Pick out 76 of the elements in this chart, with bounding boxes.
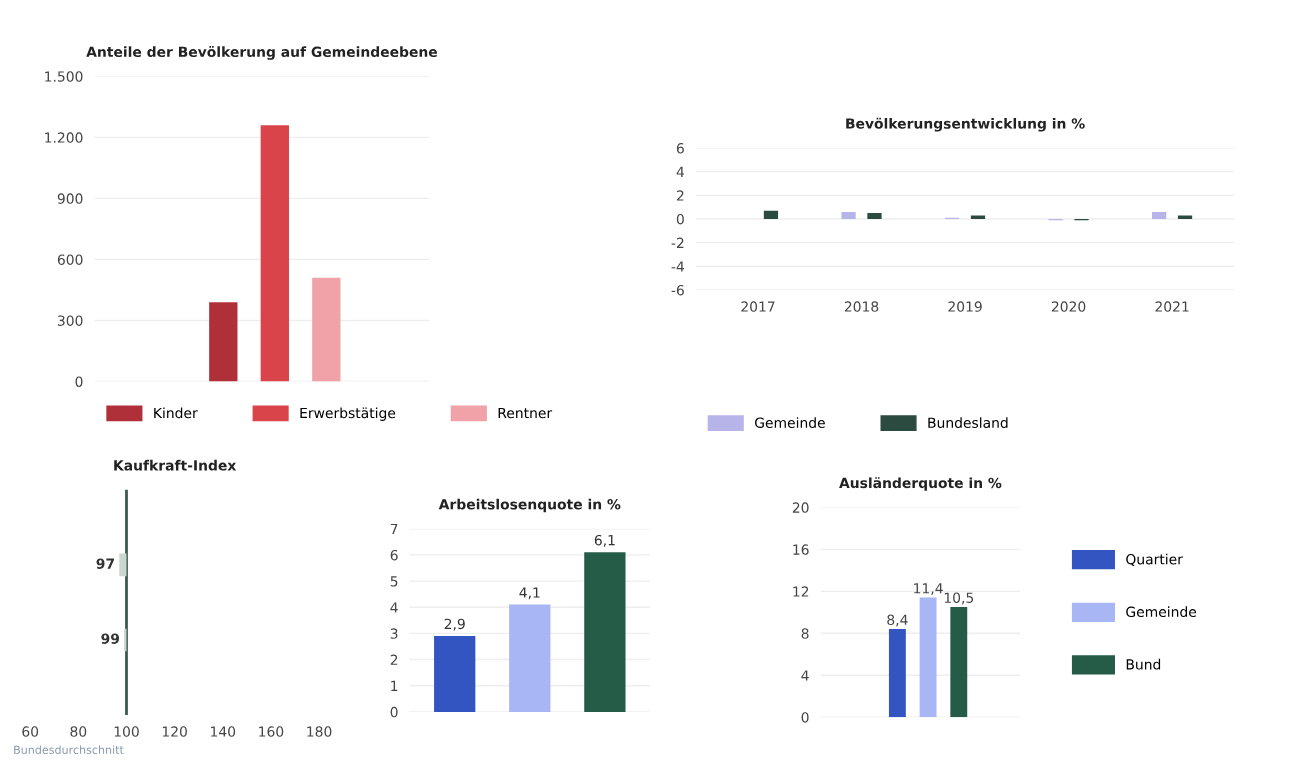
x-tick-label: 2018 [844, 301, 879, 312]
y-tick-label: 1 [391, 680, 398, 691]
y-tick-label: 1.200 [45, 132, 83, 143]
y-tick-label: 4 [801, 670, 809, 681]
bar [209, 302, 238, 382]
legend-label: Rentner [498, 407, 553, 419]
y-tick-label: 6 [676, 142, 684, 154]
bar [841, 211, 856, 219]
legend-label: Quartier [1126, 553, 1183, 567]
y-tick-label: 4 [676, 166, 684, 177]
y-tick-label: 0 [390, 706, 398, 718]
x-tick-label: 80 [70, 726, 87, 737]
y-tick-label: -6 [671, 284, 684, 296]
chart-title: Ausländerquote in % [839, 477, 1002, 491]
legend-label: Bundesland [928, 417, 1008, 428]
y-tick-label: 20 [792, 502, 809, 513]
y-tick-label: 12 [793, 586, 809, 597]
bar [584, 552, 626, 712]
y-tick-label: 16 [793, 544, 809, 555]
x-tick-label: 2019 [948, 301, 982, 312]
x-tick-label: 120 [162, 726, 187, 737]
bar [888, 629, 906, 718]
bar [434, 636, 476, 712]
y-tick-label: 0 [801, 712, 809, 723]
y-tick-label: 8 [801, 628, 809, 639]
bar [867, 213, 882, 219]
x-tick-label: 2020 [1051, 301, 1086, 312]
data-label: 11,4 [914, 583, 943, 595]
x-tick-label: 140 [211, 726, 236, 737]
x-tick-label: 2017 [741, 301, 775, 312]
bar [763, 210, 779, 219]
y-tick-label: 5 [390, 576, 398, 587]
x-tick-label: 60 [22, 726, 39, 737]
data-label: 4,1 [519, 587, 540, 600]
legend-label: Bund [1126, 658, 1161, 670]
bar [509, 604, 551, 712]
legend-label: Kinder [154, 407, 198, 419]
y-tick-label: -2 [671, 237, 684, 248]
bar [919, 597, 937, 718]
data-label: 8,4 [887, 614, 908, 627]
x-tick-label: 160 [259, 726, 284, 737]
bar [950, 607, 968, 718]
chart-title: Kaufkraft-Index [114, 459, 237, 471]
y-tick-label: 3 [390, 628, 398, 639]
y-tick-label: -4 [671, 261, 684, 272]
data-label: 6,1 [594, 534, 615, 547]
x-tick-label: 100 [114, 726, 139, 737]
legend-label: Erwerbstätige [300, 407, 396, 421]
y-tick-label: 7 [390, 523, 398, 535]
y-tick-label: 0 [75, 376, 83, 387]
data-label: 2,9 [444, 618, 465, 631]
y-tick-label: 4 [390, 602, 398, 613]
bar [970, 215, 986, 219]
y-tick-label: 300 [57, 315, 83, 326]
legend-label: Gemeinde [1126, 606, 1197, 618]
x-tick-label: 180 [307, 726, 332, 737]
y-tick-label: 600 [57, 254, 83, 265]
ref-line-label: Bundesdurchschnitt [14, 745, 124, 754]
bar [1177, 215, 1193, 219]
y-tick-label: 2 [676, 190, 684, 201]
bar [260, 125, 289, 382]
y-tick-label: 0 [676, 213, 684, 225]
data-label: 10,5 [944, 592, 974, 605]
y-tick-label: 900 [57, 193, 83, 204]
legend-label: Gemeinde [755, 417, 825, 428]
y-tick-label: 6 [390, 549, 398, 561]
chart-title: Arbeitslosenquote in % [438, 498, 621, 513]
bar [312, 277, 341, 382]
bar [1152, 211, 1167, 219]
y-tick-label: 1.500 [45, 71, 83, 82]
chart-title: Anteile der Bevölkerung auf Gemeindeebene [86, 46, 438, 60]
x-tick-label: 2021 [1155, 301, 1189, 312]
y-tick-label: 2 [390, 654, 398, 665]
chart-title: Bevölkerungsentwicklung in % [846, 117, 1085, 132]
data-label: 97 [96, 558, 114, 569]
data-label: 99 [101, 633, 120, 644]
